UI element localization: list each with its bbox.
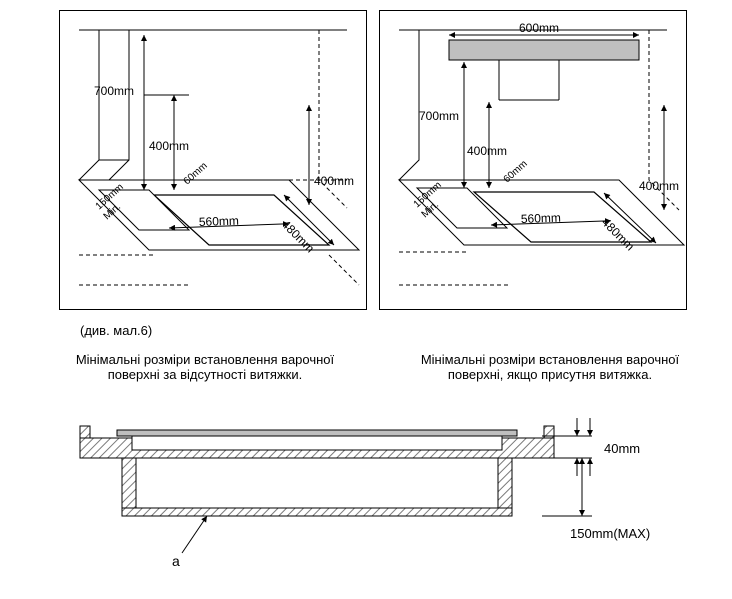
dim-wall-to-hob-r: 400mm <box>467 144 507 158</box>
dim-hood-w: 600mm <box>519 21 559 35</box>
dim-hood-height-r: 700mm <box>419 109 459 123</box>
dim-hood-height: 700mm <box>94 84 134 98</box>
diagram-right: 600mm 700mm 400mm 400mm 60mm 560mm 480mm… <box>379 10 687 310</box>
dim-wall-to-hob: 400mm <box>149 139 189 153</box>
diagram-section: a 40mm 150mm(MAX) <box>72 408 682 578</box>
dim-cutout-w: 560mm <box>199 214 239 229</box>
dim-side-clear-r: 400mm <box>639 179 679 193</box>
diagram-left: 700mm 400mm 400mm 60mm 560mm 480mm 150mm… <box>59 10 367 310</box>
dim-side-clear: 400mm <box>314 174 354 188</box>
dim-cutout-w-r: 560mm <box>521 211 561 226</box>
dim-gap-top: 40mm <box>604 441 640 456</box>
caption-left: Мінімальні розміри встановлення варочної… <box>35 352 375 382</box>
dim-gap-bottom: 150mm(MAX) <box>570 526 650 541</box>
caption-right: Мінімальні розміри встановлення варочної… <box>390 352 710 382</box>
figure-reference: (див. мал.6) <box>80 323 152 338</box>
label-a: a <box>172 553 180 569</box>
